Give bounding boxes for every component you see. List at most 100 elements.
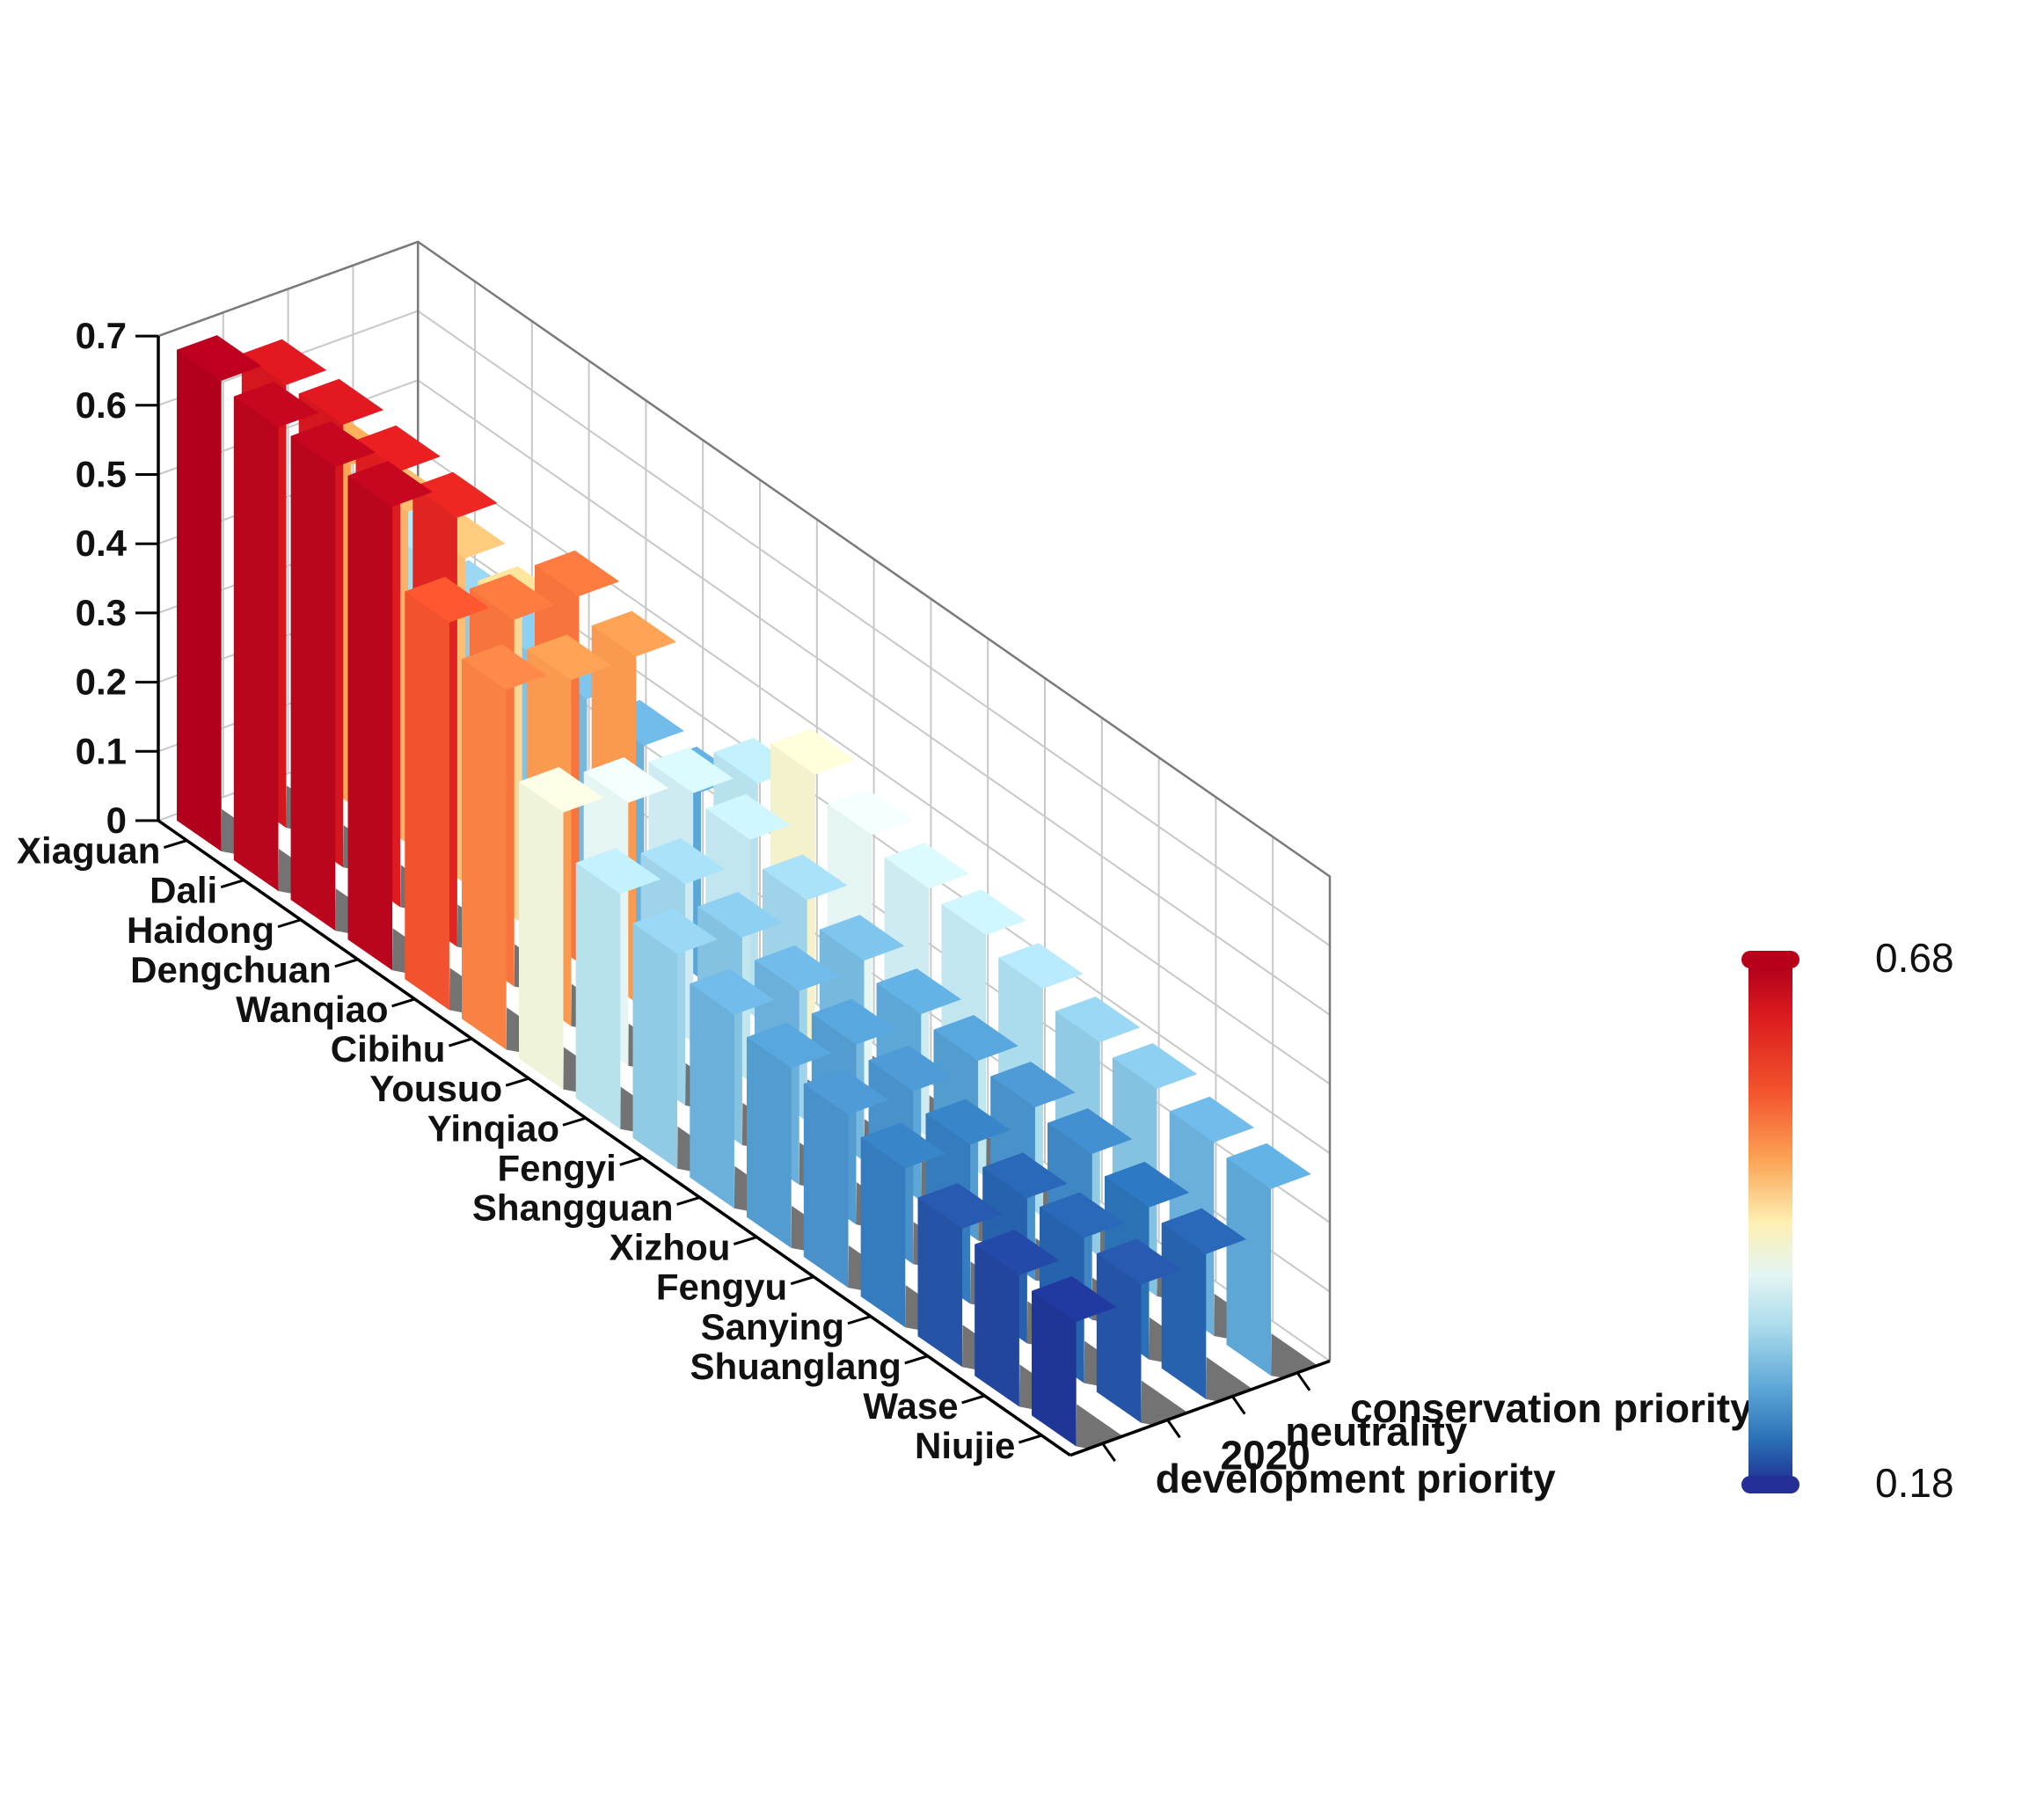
z-tick-label: 0.6 — [76, 384, 127, 426]
z-tick-label: 0 — [106, 799, 127, 841]
town-label: Wanqiao — [236, 989, 388, 1030]
bar-top-face — [770, 728, 856, 775]
bar-top-face — [1055, 997, 1141, 1042]
bar-top-face — [827, 789, 913, 836]
bar-top-face — [575, 848, 661, 894]
bar-front-face — [177, 349, 222, 851]
town-tick-mark — [391, 997, 416, 1008]
bar-top-face — [868, 1045, 953, 1092]
town-label: Dali — [150, 870, 217, 911]
bar-top-face — [405, 576, 490, 623]
bar-top-face — [876, 968, 961, 1014]
bar-top-face — [990, 1062, 1076, 1107]
scenario-tick-mark — [1296, 1371, 1311, 1391]
town-label: Niujie — [915, 1425, 1015, 1466]
bar-front-face — [803, 1084, 849, 1289]
scenario-label: development priority — [1156, 1456, 1556, 1501]
bar-top-face — [1040, 1192, 1125, 1238]
z-tick-label: 0.7 — [76, 315, 127, 356]
bar-top-face — [975, 1230, 1060, 1275]
bar-top-face — [705, 793, 791, 840]
colorbar-gradient — [1748, 966, 1792, 1480]
z-tick-label: 0.5 — [76, 454, 127, 495]
town-label: Xizhou — [610, 1227, 731, 1268]
bar-front-face — [1226, 1157, 1272, 1376]
z-tick-label: 0.2 — [76, 661, 127, 703]
bar-top-face — [998, 943, 1084, 989]
bar — [1226, 1143, 1318, 1378]
town-label: Yinqiao — [427, 1107, 559, 1149]
scenario-tick-mark — [1166, 1419, 1181, 1439]
bar — [632, 909, 725, 1172]
bar-front-face — [405, 591, 449, 1011]
bar-top-face — [860, 1122, 945, 1169]
bar-top-face — [884, 843, 969, 889]
bar-top-face — [640, 838, 726, 885]
bar-front-face — [1032, 1290, 1077, 1447]
bar-top-face — [982, 1152, 1068, 1199]
bar-top-face — [1096, 1238, 1182, 1285]
bar-top-face — [811, 998, 897, 1045]
z-tick-label: 0.3 — [76, 592, 127, 633]
bar-front-face — [1096, 1253, 1142, 1423]
back-wall-gridline — [417, 379, 1331, 1016]
bar-top-face — [526, 634, 612, 681]
colorbar-bottom-cap — [1741, 1476, 1799, 1493]
town-label: Wase — [863, 1385, 958, 1427]
bar-front-face — [575, 863, 621, 1129]
bar-top-face — [632, 909, 718, 954]
town-label: Xiaguan — [17, 830, 160, 872]
bar-layer — [177, 335, 1318, 1449]
bar-top-face — [819, 915, 905, 961]
bar-top-face — [917, 1183, 1003, 1229]
town-label: Shangguan — [472, 1186, 674, 1228]
town-tick-mark — [1018, 1434, 1042, 1444]
bar-front-face — [975, 1244, 1019, 1407]
bar-shadow — [1206, 1356, 1253, 1402]
bar-top-face — [1161, 1208, 1246, 1254]
town-label: Yousuo — [369, 1068, 502, 1109]
bar-front-face — [519, 781, 564, 1090]
bar-top-face — [925, 1099, 1011, 1145]
town-tick-mark — [277, 918, 302, 929]
town-label: Cibihu — [331, 1028, 446, 1070]
bar-front-face — [347, 475, 393, 971]
bar-top-face — [233, 382, 319, 427]
bar-top-face — [763, 854, 848, 901]
bar — [347, 461, 440, 974]
z-tick-label: 0.4 — [76, 522, 128, 564]
bar-top-face — [583, 757, 668, 803]
town-label: Shuanglang — [690, 1346, 901, 1387]
town-tick-mark — [619, 1156, 644, 1166]
town-tick-mark — [676, 1196, 701, 1206]
town-tick-mark — [505, 1077, 529, 1087]
bar — [747, 1022, 839, 1251]
bar-top-face — [347, 461, 433, 507]
bar-top-face — [298, 378, 383, 425]
scenario-tick-mark — [1101, 1442, 1116, 1463]
colorbar-min-label: 0.18 — [1875, 1460, 1954, 1506]
bar — [1032, 1276, 1124, 1449]
bar-front-face — [747, 1037, 792, 1248]
town-tick-mark — [847, 1315, 872, 1325]
bar — [290, 421, 383, 933]
bar-front-face — [233, 396, 279, 892]
bar-top-face — [355, 425, 441, 471]
bar-top-face — [412, 471, 498, 518]
town-label: Fengyu — [656, 1267, 787, 1308]
town-label: Sanying — [701, 1306, 844, 1347]
town-tick-mark — [220, 879, 245, 889]
town-tick-mark — [961, 1394, 986, 1405]
bar-front-face — [462, 659, 507, 1050]
back-wall-gridline — [417, 310, 1331, 947]
bar-top-face — [1032, 1276, 1117, 1322]
z-tick-label: 0.1 — [76, 730, 127, 771]
bar-front-face — [290, 435, 336, 931]
town-label: Haidong — [127, 909, 274, 951]
colorbar: 0.68 0.18 — [1741, 935, 1954, 1506]
bar-front-face — [690, 983, 734, 1208]
bar-top-face — [648, 747, 734, 793]
bar-top-face — [462, 644, 547, 690]
bar-top-face — [697, 892, 783, 938]
bar-top-face — [803, 1069, 889, 1115]
